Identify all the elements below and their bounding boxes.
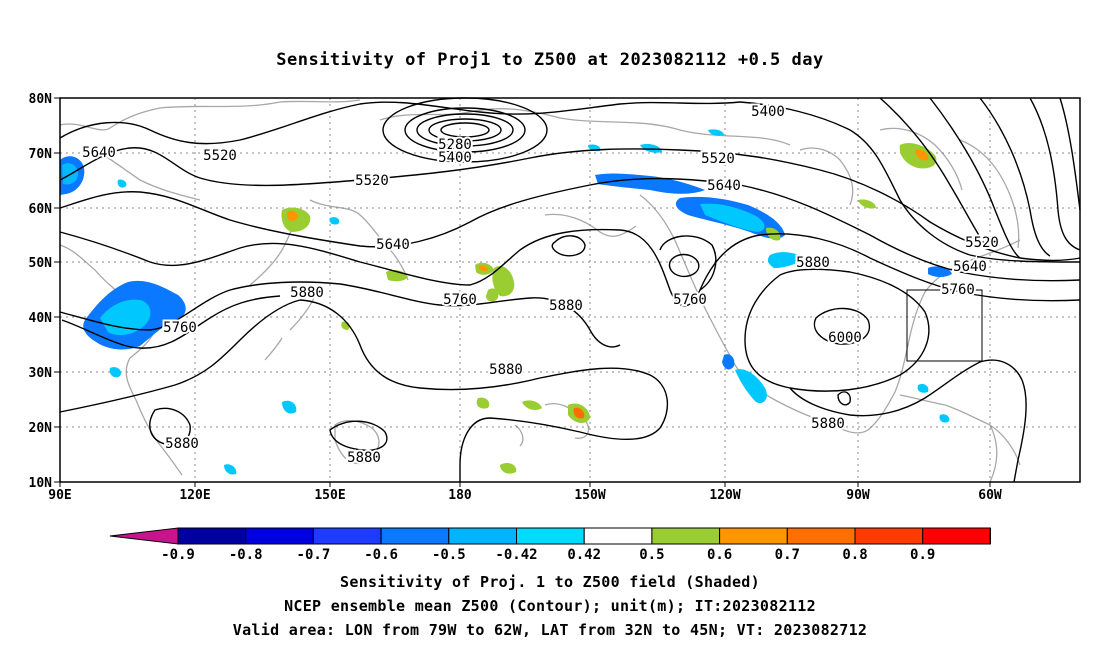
colorbar-label: -0.6 xyxy=(364,547,398,563)
lat-label: 80N xyxy=(29,92,53,107)
contour-label: 5520 xyxy=(701,151,735,167)
contour-label: 5880 xyxy=(811,416,845,432)
colorbar: -0.9 -0.8 -0.7 -0.6 -0.5 -0.42 0.42 0.5 0.6 0.7 0.… xyxy=(109,527,991,563)
lon-label: 150W xyxy=(574,488,605,503)
lon-label: 120E xyxy=(179,488,210,503)
map-frame xyxy=(59,97,1081,483)
contour-label: 5880 xyxy=(796,255,830,271)
contour-label: 5520 xyxy=(203,148,237,164)
colorbar-label: 0.42 xyxy=(567,547,601,563)
coastlines xyxy=(59,99,1021,483)
colorbar-label: 0.5 xyxy=(639,547,664,563)
lon-label: 90E xyxy=(48,488,71,503)
colorbar-swatch xyxy=(651,527,721,545)
lat-label: 70N xyxy=(29,147,53,162)
contour-label: 5880 xyxy=(290,285,324,301)
lat-label: 20N xyxy=(29,421,53,436)
contour-label: 5640 xyxy=(707,178,741,194)
colorbar-label: -0.42 xyxy=(495,547,537,563)
contour-label: 5520 xyxy=(355,173,389,189)
valid-area-box xyxy=(906,289,983,362)
contour-label: 5400 xyxy=(438,150,472,166)
colorbar-swatch xyxy=(312,527,382,545)
contour-label: 5640 xyxy=(376,237,410,253)
lat-label: 40N xyxy=(29,311,53,326)
contour-labels: 5640 552055205280540054005520564056405760… xyxy=(80,102,1001,468)
colorbar-swatch xyxy=(922,527,991,545)
colorbar-swatch xyxy=(516,527,585,545)
contour-label: 5640 xyxy=(953,259,987,275)
colorbar-swatch xyxy=(448,527,517,545)
contour-label: 5760 xyxy=(163,320,197,336)
caption-line-1: Sensitivity of Proj. 1 to Z500 field (Sh… xyxy=(340,573,760,591)
colorbar-swatch xyxy=(177,527,247,545)
z500-contours xyxy=(59,97,1081,483)
contour-label: 5280 xyxy=(438,137,472,153)
caption-line-3: Valid area: LON from 79W to 62W, LAT fro… xyxy=(232,621,868,639)
colorbar-label: -0.7 xyxy=(297,547,331,563)
contour-label: 5760 xyxy=(941,282,975,298)
colorbar-label: 0.7 xyxy=(775,547,800,563)
map-title: Sensitivity of Proj1 to Z500 at 20230821… xyxy=(276,50,824,70)
colorbar-label: 0.9 xyxy=(910,547,935,563)
lat-label: 50N xyxy=(29,256,53,271)
colorbar-label: 0.6 xyxy=(707,547,732,563)
colorbar-swatch xyxy=(719,527,788,545)
lat-label: 10N xyxy=(29,476,53,491)
contour-label: 5400 xyxy=(751,104,785,120)
contour-label: 5880 xyxy=(165,436,199,452)
lat-label: 60N xyxy=(29,202,53,217)
contour-label: 5880 xyxy=(489,362,523,378)
caption-line-2: NCEP ensemble mean Z500 (Contour); unit(… xyxy=(284,597,816,615)
colorbar-swatch xyxy=(245,527,314,545)
lon-label: 120W xyxy=(709,488,740,503)
colorbar-label: -0.8 xyxy=(229,547,263,563)
colorbar-swatch xyxy=(786,527,856,545)
colorbar-label: -0.5 xyxy=(432,547,466,563)
contour-label: 5880 xyxy=(549,298,583,314)
sensitivity-shading xyxy=(60,129,952,475)
colorbar-swatch xyxy=(854,527,924,545)
lon-label: 150E xyxy=(314,488,345,503)
lon-label: 180 xyxy=(448,488,472,503)
colorbar-swatch xyxy=(380,527,450,545)
contour-label: 5880 xyxy=(347,450,381,466)
colorbar-swatch xyxy=(583,527,653,545)
colorbar-label: 0.8 xyxy=(842,547,867,563)
contour-label: 5760 xyxy=(673,292,707,308)
contour-label: 5760 xyxy=(443,292,477,308)
contour-label: 5640 xyxy=(82,145,116,161)
lat-label: 30N xyxy=(29,366,53,381)
lon-label: 60W xyxy=(978,488,1002,503)
contour-label: 5520 xyxy=(965,235,999,251)
colorbar-left-arrow xyxy=(109,527,179,545)
colorbar-label: -0.9 xyxy=(161,547,195,563)
lon-label: 90W xyxy=(846,488,870,503)
contour-label: 6000 xyxy=(828,330,862,346)
